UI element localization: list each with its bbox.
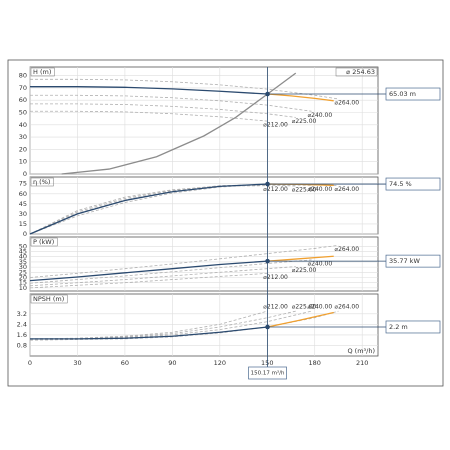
- curve-label: ⌀225.00: [292, 267, 317, 274]
- curve-label: ⌀264.00: [334, 186, 359, 193]
- dashed-curve: [29, 244, 339, 278]
- value-label: 150.17 m³/h: [251, 370, 285, 377]
- value-box: [385, 254, 441, 268]
- value-label: 74.5 %: [389, 180, 412, 188]
- axis-label: P (kW): [33, 238, 54, 246]
- curve-label: ⌀264.00: [334, 304, 359, 311]
- x-tick-label: 90: [168, 359, 176, 367]
- y-tick-label: 30: [19, 133, 27, 141]
- y-tick-label: 2.4: [17, 320, 27, 328]
- dashed-curve: [29, 185, 268, 235]
- y-tick-label: 50: [19, 242, 27, 250]
- y-tick-label: 75: [19, 180, 27, 188]
- dashed-curve: [30, 110, 268, 122]
- panel: [29, 66, 379, 175]
- y-tick-label: 45: [19, 248, 27, 256]
- curve: [30, 86, 268, 95]
- axis-label: NPSH (m): [33, 295, 64, 303]
- y-tick-label: 30: [19, 263, 27, 271]
- axis-label-box: [30, 294, 68, 304]
- axis-label-box: [30, 177, 54, 187]
- y-tick-label: 45: [19, 200, 27, 208]
- axis-label-box: [30, 237, 58, 247]
- curve-label: ⌀225.00: [292, 118, 317, 125]
- x-tick-label: 60: [121, 359, 129, 367]
- y-tick-label: 0: [23, 230, 27, 238]
- y-tick-label: 40: [19, 253, 27, 261]
- y-tick-label: 35: [19, 258, 27, 266]
- y-tick-label: 1.6: [17, 331, 27, 339]
- y-tick-label: 50: [19, 109, 27, 117]
- y-tick-label: 15: [19, 220, 27, 228]
- y-tick-label: 20: [19, 145, 27, 153]
- curve-label: ⌀225.00: [292, 304, 317, 311]
- curve: [267, 93, 334, 102]
- y-tick-label: 15: [19, 279, 27, 287]
- y-tick-label: 80: [19, 72, 27, 80]
- x-axis-label: Q (m³/h): [347, 347, 375, 355]
- value-label: 65.03 m: [389, 90, 416, 98]
- x-tick-label: 30: [73, 359, 81, 367]
- y-tick-label: 3.2: [17, 310, 27, 318]
- x-tick-label: 0: [28, 359, 32, 367]
- curve-label: ⌀240.00: [308, 304, 333, 311]
- value-box: [385, 87, 441, 101]
- value-label: 35.77 kW: [389, 257, 420, 265]
- value-box: [385, 320, 441, 334]
- curve-label: ⌀212.00: [263, 304, 288, 311]
- y-tick-label: 60: [19, 190, 27, 198]
- dashed-curve: [29, 183, 339, 235]
- curve-label: ⌀212.00: [263, 274, 288, 281]
- frame: [7, 59, 444, 387]
- axis-label-box: [30, 67, 55, 77]
- curve-label: ⌀212.00: [263, 186, 288, 193]
- axis-label: η (%): [33, 178, 50, 186]
- y-tick-label: 25: [19, 268, 27, 276]
- y-tick-label: 30: [19, 210, 27, 218]
- dashed-curve: [29, 310, 339, 341]
- curve-label: ⌀240.00: [308, 112, 333, 119]
- annotation-box: [335, 67, 378, 77]
- y-tick-label: 40: [19, 121, 27, 129]
- y-tick-label: 10: [19, 158, 27, 166]
- curve-label: ⌀225.00: [292, 187, 317, 194]
- curve: [267, 255, 334, 262]
- curve: [267, 311, 334, 328]
- dashed-curve: [30, 94, 312, 112]
- x-tick-label: 180: [309, 359, 321, 367]
- curve: [29, 183, 268, 235]
- y-tick-label: 0: [23, 170, 27, 178]
- curve-label: ⌀240.00: [308, 186, 333, 193]
- dashed-curve: [29, 184, 296, 235]
- annotation: ⌀ 254.63: [346, 68, 375, 76]
- dashed-curve: [30, 103, 296, 118]
- value-label: 2.2 m: [389, 323, 408, 331]
- dashed-curve: [29, 310, 312, 340]
- curve: [30, 326, 268, 340]
- value-box: [248, 366, 287, 380]
- y-tick-label: 10: [19, 284, 27, 292]
- curve-label: ⌀240.00: [308, 260, 333, 267]
- curve-label: ⌀264.00: [334, 246, 359, 253]
- y-tick-label: 0.8: [17, 341, 27, 349]
- x-tick-label: 120: [214, 359, 226, 367]
- y-tick-label: 60: [19, 96, 27, 104]
- dashed-curve: [29, 259, 312, 284]
- curve-label: ⌀264.00: [334, 99, 359, 106]
- y-tick-label: 20: [19, 274, 27, 282]
- value-box: [385, 177, 441, 191]
- x-tick-label: 210: [356, 359, 368, 367]
- axis-label: H (m): [33, 68, 51, 76]
- curve-label: ⌀212.00: [263, 122, 288, 129]
- curve: [29, 260, 268, 282]
- y-tick-label: 70: [19, 84, 27, 92]
